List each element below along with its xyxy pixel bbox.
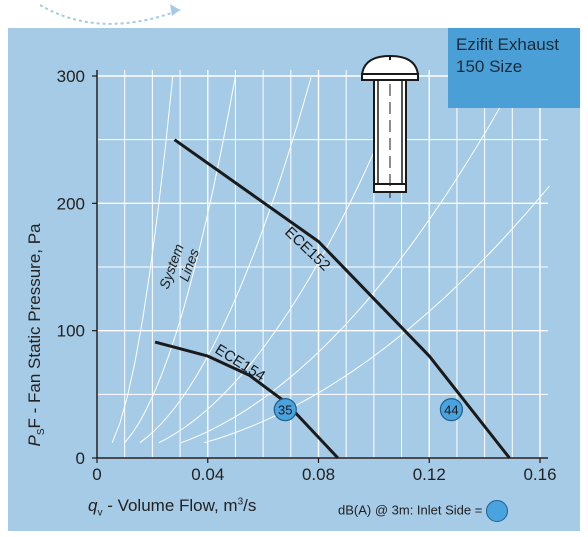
x-tick-label: 0.08 [302, 465, 335, 484]
legend-note-text: dB(A) @ 3m: Inlet Side = [338, 502, 483, 518]
title-line-2: 150 Size [456, 57, 523, 76]
y-tick-label: 200 [57, 194, 85, 213]
system-line [204, 185, 550, 444]
system-line [180, 66, 524, 444]
inlet-side-marker-icon [486, 500, 509, 522]
db-marker [439, 398, 463, 422]
axes-layer [96, 70, 548, 459]
db-marker-label: 44 [444, 403, 458, 418]
x-axis-tail: /s [243, 496, 257, 515]
series-line-ece152 [173, 138, 511, 459]
x-tick-label: 0.12 [413, 465, 446, 484]
title-box: Ezifit Exhaust 150 Size [448, 28, 580, 108]
y-axis-title: PSF - Fan Static Pressure, Pa [25, 223, 47, 446]
x-tick-label: 0.16 [523, 465, 556, 484]
system-line [158, 64, 412, 444]
title-line-1: Ezifit Exhaust [456, 35, 559, 54]
db-marker [273, 398, 297, 422]
x-axis-sub: v [97, 507, 103, 519]
legend-note: dB(A) @ 3m: Inlet Side = [338, 500, 509, 522]
y-axis-text: F - Fan Static Pressure, Pa [24, 223, 44, 429]
y-axis-sub: S [36, 428, 48, 436]
x-tick-label: 0.04 [191, 465, 224, 484]
decorative-arc [40, 4, 181, 25]
series-line-ece154 [154, 340, 339, 460]
x-axis-text: - Volume Flow, m [102, 496, 238, 515]
x-axis-var: q [88, 496, 98, 515]
fan-icon [360, 54, 420, 198]
y-tick-label: 300 [57, 67, 85, 86]
system-line [111, 75, 174, 443]
system-line [139, 77, 312, 444]
ticks-layer: 0 0.04 0.08 0.12 0.16 0 100 200 300 [57, 67, 557, 484]
x-axis-sup: 3 [237, 496, 244, 508]
y-tick-label: 100 [57, 322, 85, 341]
x-axis-title: qv - Volume Flow, m3/s [88, 496, 256, 518]
db-marker-label: 35 [278, 403, 292, 418]
y-axis-var: P [24, 435, 44, 447]
y-tick-label: 0 [76, 449, 85, 468]
series-layer [154, 138, 511, 460]
system-lines-label: System Lines [156, 238, 203, 296]
x-tick-label: 0 [92, 465, 101, 484]
